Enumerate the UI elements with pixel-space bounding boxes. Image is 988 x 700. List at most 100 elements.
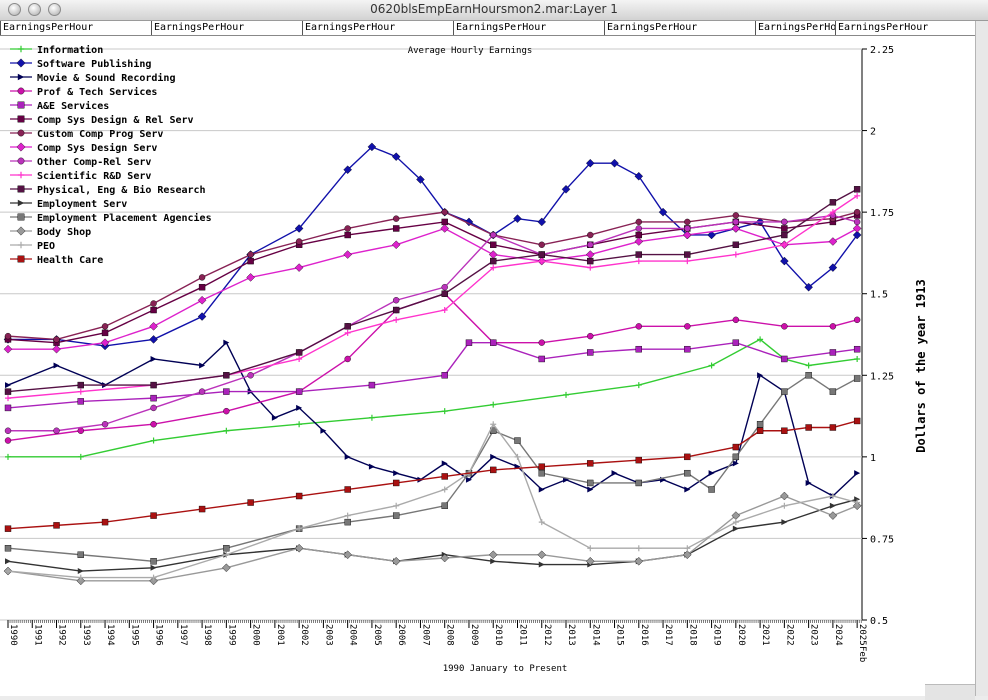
data-point bbox=[465, 339, 473, 346]
data-point bbox=[490, 231, 497, 239]
window-close-button[interactable] bbox=[8, 3, 21, 16]
data-point bbox=[585, 158, 595, 168]
data-point bbox=[587, 241, 594, 248]
data-point bbox=[294, 263, 304, 272]
x-tick-label: 1998 bbox=[202, 624, 212, 646]
series-2 bbox=[5, 339, 861, 500]
column-header[interactable]: EarningsPerHour bbox=[604, 21, 755, 35]
data-point bbox=[684, 225, 691, 232]
data-point bbox=[53, 427, 60, 434]
data-point bbox=[416, 175, 425, 184]
data-point bbox=[829, 199, 837, 206]
data-point bbox=[490, 466, 497, 474]
data-point bbox=[368, 381, 376, 389]
data-point bbox=[805, 424, 812, 431]
data-point bbox=[587, 460, 594, 467]
window-title-bar[interactable]: 0620blsEmpEarnHoursmon2.mar:Layer 1 bbox=[0, 0, 988, 21]
series-0 bbox=[5, 336, 861, 460]
data-point bbox=[587, 257, 594, 265]
column-header[interactable]: EarningsPerHour bbox=[453, 21, 604, 35]
x-tick-label: 2017 bbox=[663, 624, 673, 646]
legend-marker bbox=[17, 185, 25, 193]
data-point bbox=[4, 332, 12, 340]
data-point bbox=[781, 241, 788, 248]
series-line bbox=[7, 422, 858, 579]
x-tick-label: 2013 bbox=[566, 624, 576, 646]
legend-item: Movie & Sound Recording bbox=[10, 72, 175, 84]
legend-marker bbox=[17, 199, 25, 207]
data-point bbox=[441, 290, 448, 297]
window-minimize-button[interactable] bbox=[28, 3, 41, 16]
data-point bbox=[440, 224, 449, 233]
data-point bbox=[634, 171, 644, 181]
x-tick-label: 2008 bbox=[445, 624, 455, 646]
data-point bbox=[5, 395, 11, 402]
legend-item: PEO bbox=[10, 241, 55, 252]
data-point bbox=[294, 224, 304, 233]
legend-item: Comp Sys Design & Rel Serv bbox=[10, 114, 194, 126]
data-point bbox=[732, 251, 739, 258]
data-point bbox=[5, 382, 11, 389]
data-point bbox=[780, 491, 789, 501]
data-point bbox=[5, 453, 11, 460]
legend-label: Custom Comp Prog Serv bbox=[37, 129, 163, 140]
data-point bbox=[150, 306, 157, 314]
data-point bbox=[853, 186, 861, 193]
data-point bbox=[296, 525, 303, 532]
y-tick-label: 2.25 bbox=[870, 45, 894, 56]
data-point bbox=[197, 295, 207, 305]
x-tick-label: 2019 bbox=[712, 624, 722, 646]
data-point bbox=[490, 453, 497, 460]
chart-svg: Information Software Publishing Movie & So… bbox=[0, 44, 928, 674]
x-tick-label: 2018 bbox=[687, 624, 697, 646]
data-point bbox=[344, 231, 351, 239]
column-header[interactable]: EarningsPerHour bbox=[302, 21, 453, 35]
data-point bbox=[5, 568, 11, 575]
data-point bbox=[490, 339, 497, 346]
data-point bbox=[150, 300, 157, 307]
data-point bbox=[829, 323, 837, 330]
series-15 bbox=[4, 417, 861, 532]
data-point bbox=[683, 230, 692, 240]
data-point bbox=[295, 492, 303, 500]
column-header[interactable]: EarningsPerHour bbox=[0, 21, 151, 35]
data-point bbox=[4, 427, 12, 434]
data-point bbox=[100, 338, 110, 347]
data-point bbox=[490, 558, 497, 565]
data-point bbox=[829, 349, 837, 356]
data-point bbox=[441, 460, 448, 467]
series-6 bbox=[4, 208, 861, 343]
data-point bbox=[635, 251, 642, 258]
window-zoom-button[interactable] bbox=[48, 3, 61, 16]
data-point bbox=[684, 345, 691, 353]
data-point bbox=[635, 479, 642, 487]
data-point bbox=[52, 344, 61, 354]
data-point bbox=[76, 576, 86, 586]
series-layer bbox=[3, 142, 862, 586]
data-point bbox=[757, 372, 764, 379]
data-point bbox=[708, 362, 715, 369]
data-point bbox=[392, 479, 400, 487]
legend-item: Information bbox=[10, 44, 103, 56]
data-point bbox=[4, 437, 12, 444]
data-point bbox=[757, 336, 764, 343]
data-point bbox=[587, 545, 594, 552]
resize-grip[interactable] bbox=[925, 684, 975, 700]
column-header[interactable]: EarningsPerHour bbox=[151, 21, 302, 35]
legend-label: PEO bbox=[37, 241, 55, 252]
column-header[interactable]: EarningsPerHour bbox=[755, 21, 835, 35]
data-point bbox=[490, 241, 497, 248]
data-point bbox=[854, 192, 861, 199]
data-point bbox=[149, 322, 158, 331]
data-point bbox=[684, 486, 691, 493]
data-point bbox=[150, 564, 157, 571]
data-point bbox=[294, 543, 304, 553]
data-point bbox=[101, 329, 109, 337]
vertical-scrollbar[interactable] bbox=[975, 21, 988, 696]
data-point bbox=[829, 493, 836, 500]
y-tick-label: 2 bbox=[870, 127, 876, 138]
data-point bbox=[150, 437, 157, 444]
column-header[interactable]: EarningsPerHour bbox=[835, 21, 975, 35]
data-point bbox=[441, 283, 448, 291]
data-point bbox=[587, 332, 594, 340]
